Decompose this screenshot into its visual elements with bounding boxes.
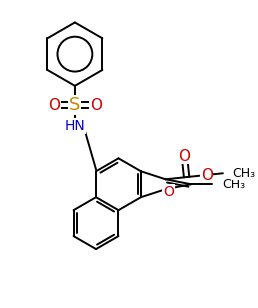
Text: O: O [90, 98, 102, 112]
Text: CH₃: CH₃ [222, 178, 245, 191]
Text: O: O [179, 148, 191, 164]
Text: S: S [69, 96, 80, 114]
Text: O: O [163, 185, 174, 199]
Text: O: O [201, 168, 213, 183]
Text: HN: HN [64, 119, 85, 133]
Text: O: O [48, 98, 60, 112]
Text: CH₃: CH₃ [232, 167, 256, 180]
